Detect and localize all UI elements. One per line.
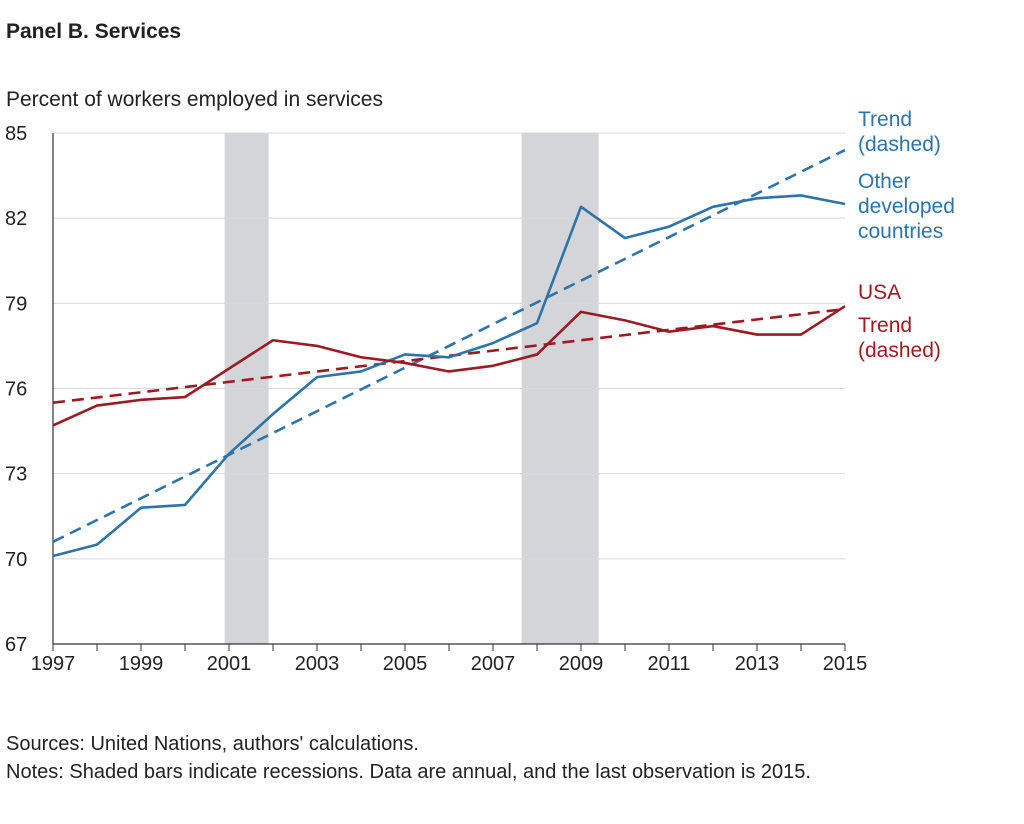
gridlines [53,132,845,560]
services-chart: 67 70 73 76 79 82 85 1997 1999 2001 2003 2005 2007 2… [5,108,955,675]
y-tick-label-73: 73 [5,464,27,486]
x-tick-label-2005: 2005 [383,653,428,675]
sources-note: Sources: United Nations, authors' calcul… [6,733,419,755]
y-axis-title: Percent of workers employed in services [6,88,383,111]
x-tick-label-2015: 2015 [823,653,868,675]
x-tick-label-2011: 2011 [647,653,690,675]
legend-other-trend-line-1: Trend [858,108,912,131]
x-tick-label-1999: 1999 [119,653,164,675]
legend-usa-trend-line-1: Trend [858,314,912,337]
panel-title: Panel B. Services [6,20,182,43]
legend-usa-trend-line-2: (dashed) [858,339,941,362]
y-tick-labels: 67 70 73 76 79 82 85 [5,123,27,656]
x-tick-label-2007: 2007 [471,653,516,675]
y-tick-label-67: 67 [5,634,27,656]
legend-other-countries-line-3: countries [858,220,943,243]
legend-other-trend-line-2: (dashed) [858,133,941,156]
notes-text: Notes: Shaded bars indicate recessions. … [6,761,811,783]
x-tick-labels: 1997 1999 2001 2003 2005 2007 2009 2011 2013 2015 [31,653,868,675]
y-tick-label-85: 85 [5,123,27,145]
y-tick-label-70: 70 [5,549,27,571]
y-tick-label-79: 79 [5,293,27,315]
trend-lines [52,148,846,543]
y-tick-label-82: 82 [5,208,27,230]
x-tick-label-1997: 1997 [31,653,76,675]
series-line-usa [52,305,846,427]
legend-other-countries-line-1: Other [858,170,911,193]
trend-line-other [52,148,846,543]
axes [52,133,846,651]
series-lines [52,194,846,558]
legend: Trend(dashed)OtherdevelopedcountriesUSAT… [858,108,955,362]
x-tick-label-2013: 2013 [735,653,780,675]
x-tick-label-2009: 2009 [559,653,604,675]
y-tick-label-76: 76 [5,379,27,401]
x-tick-label-2001: 2001 [207,653,252,675]
legend-usa-line-1: USA [858,281,901,304]
series-line-other [52,194,846,558]
x-tick-label-2003: 2003 [295,653,340,675]
legend-other-countries-line-2: developed [858,195,955,218]
